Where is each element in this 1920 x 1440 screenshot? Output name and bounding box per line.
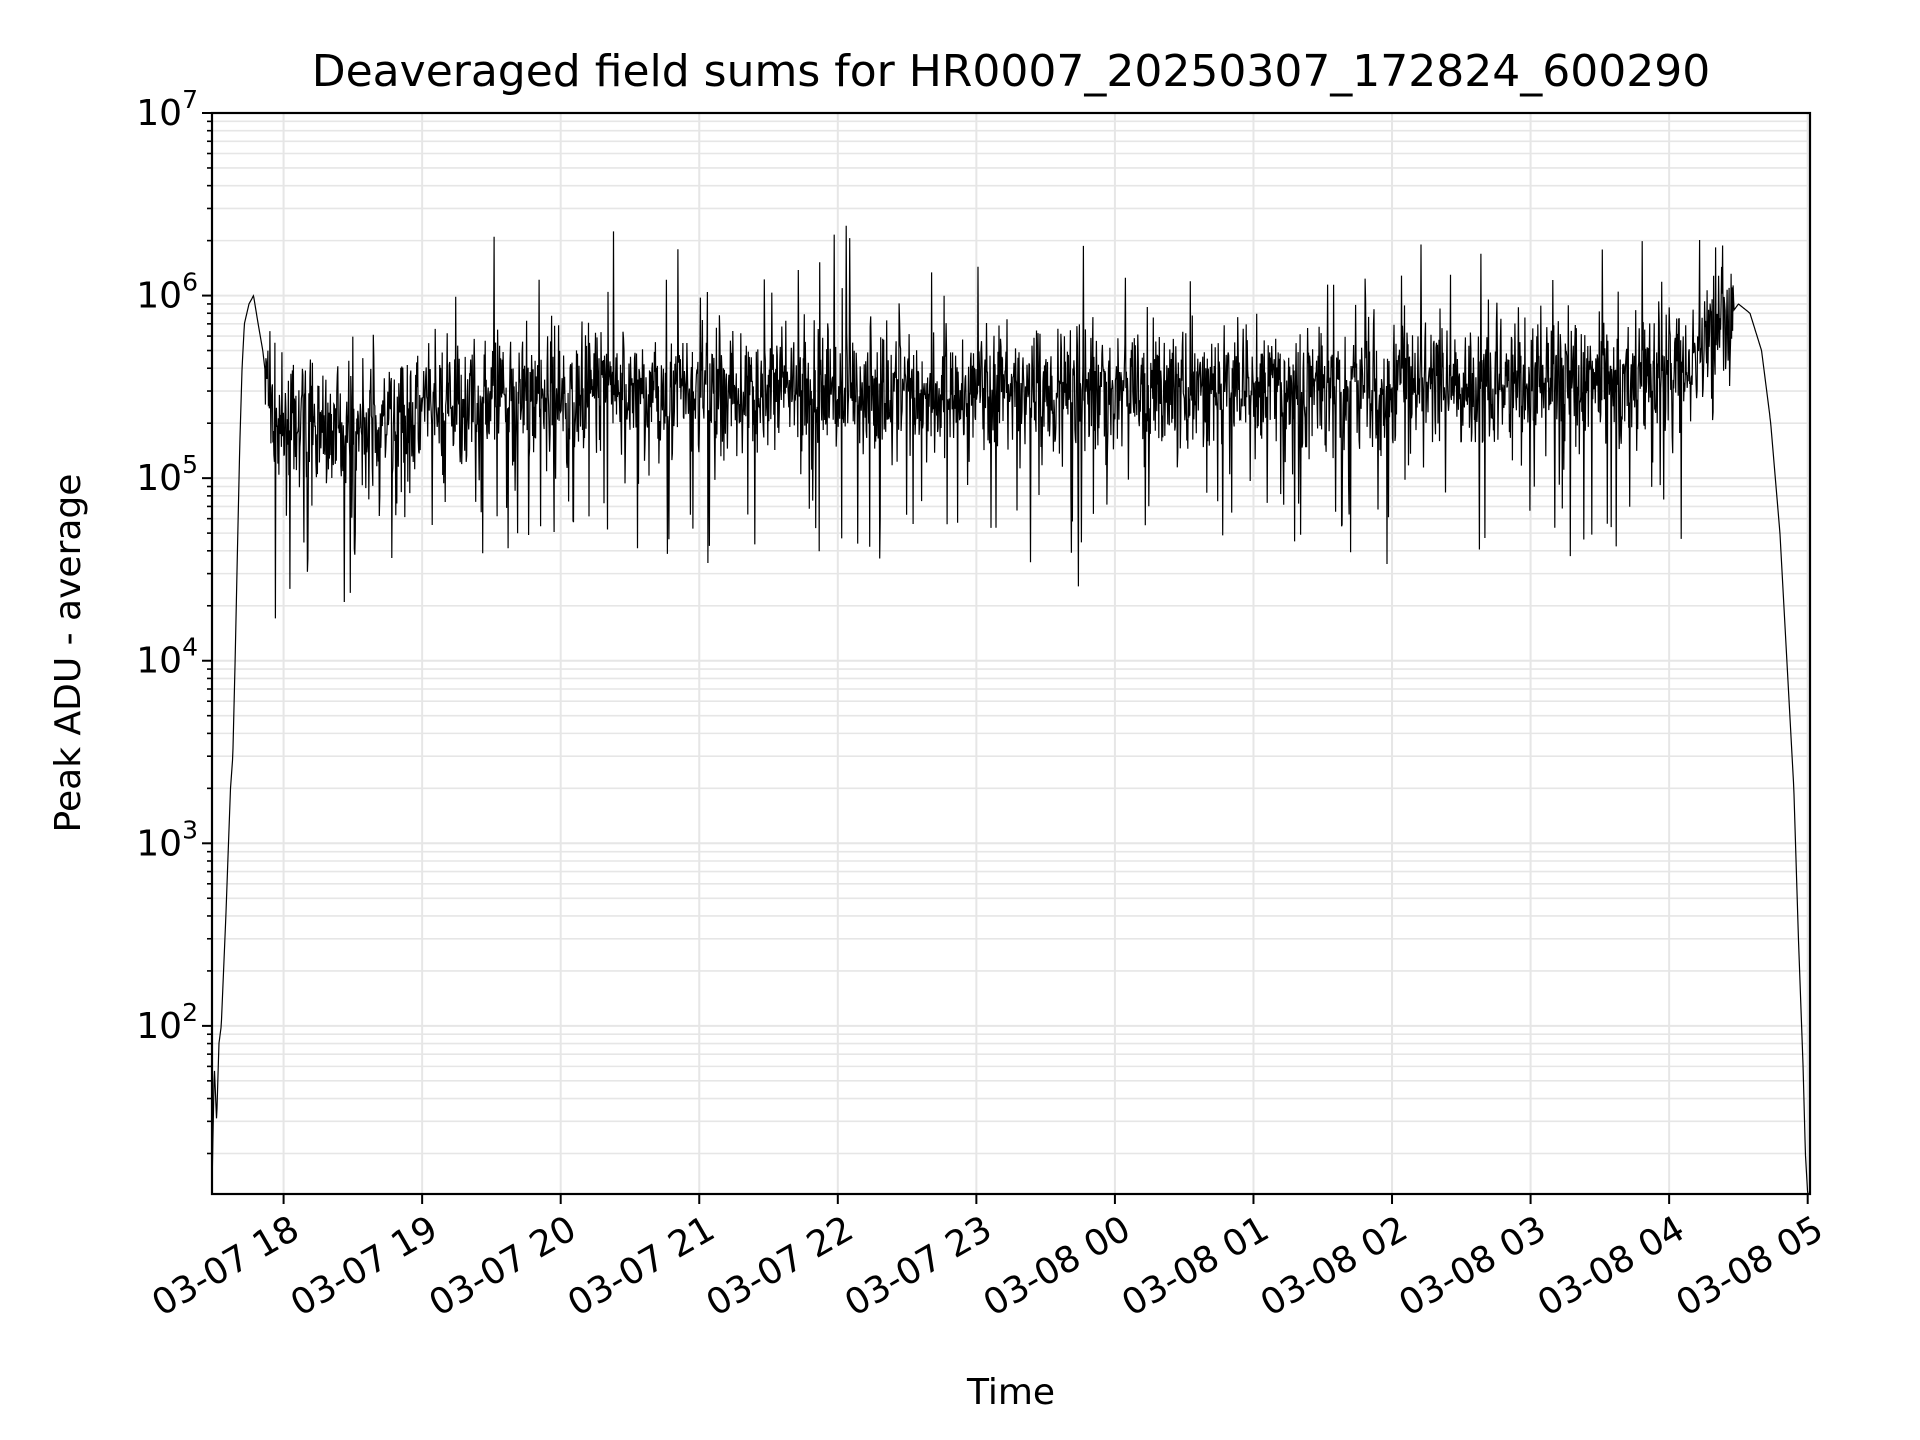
- plot-frame: [210, 111, 1812, 1196]
- plot-area: [211, 225, 1810, 1195]
- y-tick-label: 104: [136, 633, 198, 682]
- y-tick-label: 105: [136, 450, 198, 499]
- y-tick-label: 107: [136, 85, 198, 134]
- y-axis-label: Peak ADU - average: [48, 474, 89, 833]
- chart-title: Deaveraged field sums for HR0007_2025030…: [312, 46, 1711, 97]
- gridlines: [212, 112, 1810, 1194]
- series-line: [211, 225, 1810, 1195]
- y-tick-label: 103: [136, 815, 198, 864]
- y-tick-label: 106: [136, 268, 198, 317]
- y-axis: 102 103 104 105 106 107: [136, 85, 212, 1155]
- x-axis-label: Time: [966, 1372, 1055, 1413]
- y-tick-label: 102: [136, 998, 198, 1047]
